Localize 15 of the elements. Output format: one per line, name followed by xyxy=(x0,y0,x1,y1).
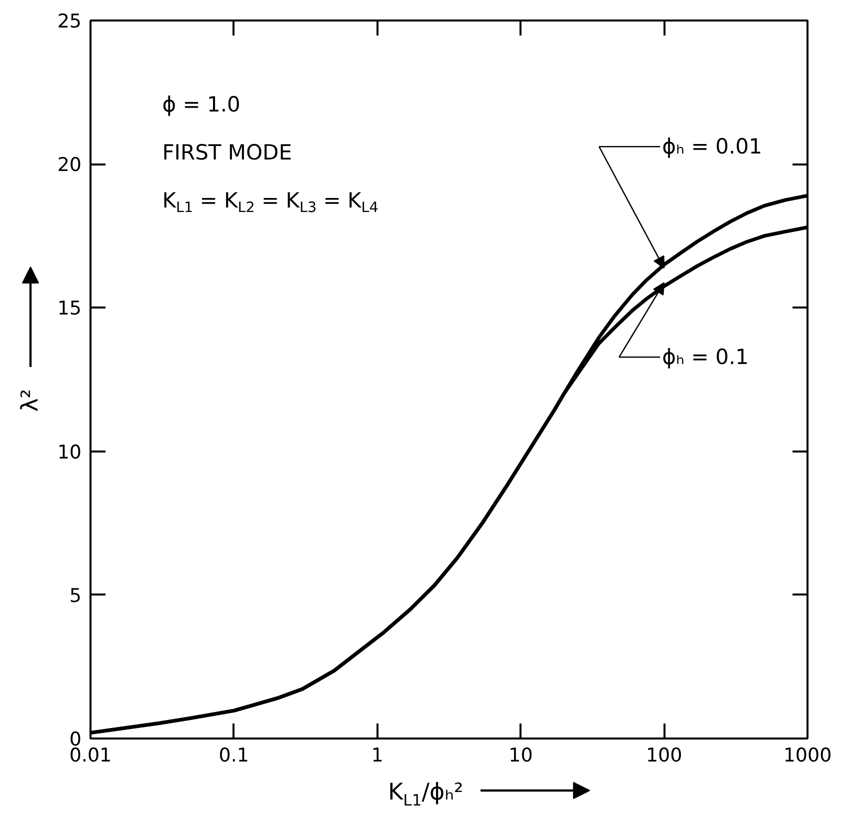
annotation: ϕ = 1.0 xyxy=(162,92,240,117)
x-tick-label: 1000 xyxy=(783,744,832,766)
y-tick-label: 25 xyxy=(57,10,82,32)
y-tick-label: 20 xyxy=(57,154,82,176)
x-tick-label: 100 xyxy=(646,744,682,766)
legend-label: ϕₕ = 0.1 xyxy=(662,345,749,370)
x-tick-label: 10 xyxy=(508,744,533,766)
y-axis-title: λ² xyxy=(18,388,44,412)
legend-label: ϕₕ = 0.01 xyxy=(662,134,762,159)
y-tick-label: 10 xyxy=(57,441,82,464)
y-tick-label: 15 xyxy=(57,298,82,320)
y-tick-label: 5 xyxy=(69,584,82,607)
annotation: FIRST MODE xyxy=(162,140,292,165)
x-tick-label: 1 xyxy=(371,744,384,766)
x-tick-label: 0.1 xyxy=(218,744,250,766)
